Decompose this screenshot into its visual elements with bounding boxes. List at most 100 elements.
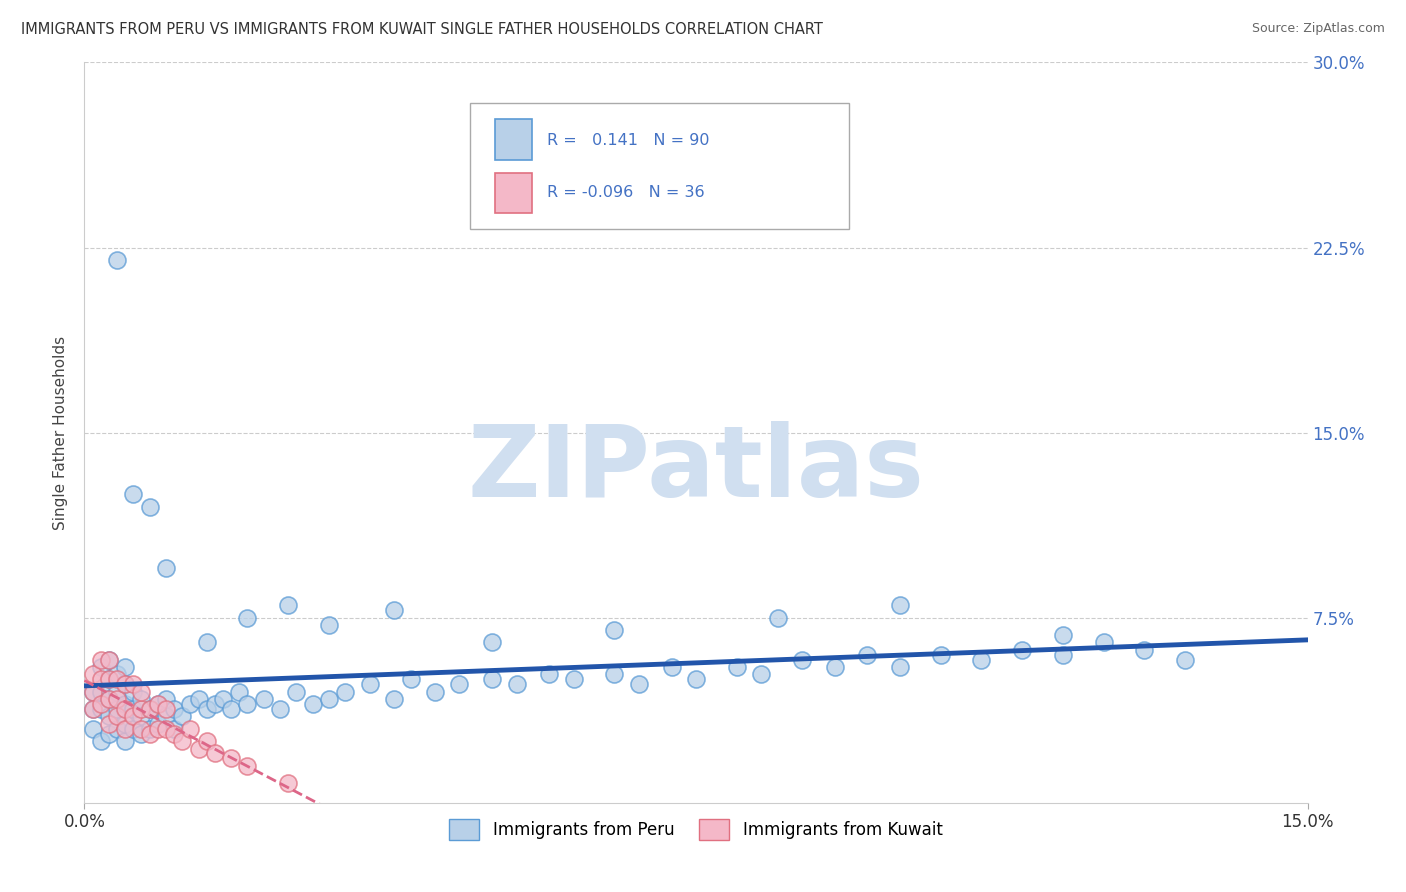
Point <box>228 685 250 699</box>
Point <box>889 599 911 613</box>
Point <box>187 741 209 756</box>
Point <box>685 673 707 687</box>
Point <box>253 692 276 706</box>
Point <box>97 653 120 667</box>
Point <box>138 727 160 741</box>
Point <box>195 702 218 716</box>
Point <box>82 667 104 681</box>
Point <box>122 722 145 736</box>
Point <box>131 722 153 736</box>
Point <box>138 702 160 716</box>
Point <box>627 677 650 691</box>
Text: R =   0.141   N = 90: R = 0.141 N = 90 <box>547 133 709 147</box>
Point <box>146 722 169 736</box>
Point <box>97 727 120 741</box>
Point <box>1092 635 1115 649</box>
Point <box>335 685 357 699</box>
Point <box>82 722 104 736</box>
Point <box>131 727 153 741</box>
Point <box>114 734 136 748</box>
Point <box>82 702 104 716</box>
Point <box>236 758 259 772</box>
Point <box>105 709 128 723</box>
Point <box>131 709 153 723</box>
Point <box>105 667 128 681</box>
Point <box>122 702 145 716</box>
Point <box>122 677 145 691</box>
Point <box>790 653 813 667</box>
Point <box>90 653 112 667</box>
Point <box>1052 648 1074 662</box>
Point <box>114 677 136 691</box>
Point <box>505 677 527 691</box>
Point <box>82 702 104 716</box>
Bar <box>495 173 531 213</box>
Point <box>114 722 136 736</box>
Point <box>204 747 226 761</box>
Point <box>90 685 112 699</box>
Point <box>749 667 772 681</box>
Point <box>661 660 683 674</box>
Point <box>970 653 993 667</box>
Point <box>105 685 128 699</box>
Point <box>97 692 120 706</box>
Y-axis label: Single Father Households: Single Father Households <box>53 335 69 530</box>
Point <box>277 776 299 790</box>
Point <box>122 709 145 723</box>
Point <box>204 697 226 711</box>
Point <box>138 702 160 716</box>
Point <box>236 697 259 711</box>
Point <box>131 702 153 716</box>
Point <box>90 702 112 716</box>
FancyBboxPatch shape <box>470 103 849 229</box>
Point <box>856 648 879 662</box>
Point <box>105 702 128 716</box>
Point <box>481 635 503 649</box>
Point <box>90 734 112 748</box>
Point <box>889 660 911 674</box>
Point <box>603 667 626 681</box>
Point <box>82 685 104 699</box>
Point <box>1052 628 1074 642</box>
Point <box>172 709 194 723</box>
Point <box>155 561 177 575</box>
Point <box>97 653 120 667</box>
Point <box>382 692 405 706</box>
Point <box>1133 642 1156 657</box>
Point <box>105 722 128 736</box>
Point <box>97 673 120 687</box>
Point <box>155 722 177 736</box>
Point <box>359 677 381 691</box>
Point <box>122 685 145 699</box>
Point <box>114 702 136 716</box>
Point <box>131 692 153 706</box>
Point <box>155 702 177 716</box>
Point <box>90 697 112 711</box>
Point <box>97 709 120 723</box>
Point <box>114 677 136 691</box>
Point <box>97 692 120 706</box>
Point <box>105 673 128 687</box>
Point <box>301 697 323 711</box>
Point <box>114 697 136 711</box>
Point <box>114 716 136 731</box>
Point <box>538 667 561 681</box>
Point <box>97 716 120 731</box>
Point <box>399 673 422 687</box>
Point <box>195 635 218 649</box>
Legend: Immigrants from Peru, Immigrants from Kuwait: Immigrants from Peru, Immigrants from Ku… <box>443 813 949 847</box>
Point <box>155 692 177 706</box>
Text: Source: ZipAtlas.com: Source: ZipAtlas.com <box>1251 22 1385 36</box>
Point <box>929 648 952 662</box>
Point <box>163 702 186 716</box>
Point <box>1174 653 1197 667</box>
Point <box>824 660 846 674</box>
Point <box>318 692 340 706</box>
Point <box>138 500 160 514</box>
Point <box>449 677 471 691</box>
Point <box>318 618 340 632</box>
Point <box>269 702 291 716</box>
Point <box>219 702 242 716</box>
Point <box>122 487 145 501</box>
Point <box>163 722 186 736</box>
